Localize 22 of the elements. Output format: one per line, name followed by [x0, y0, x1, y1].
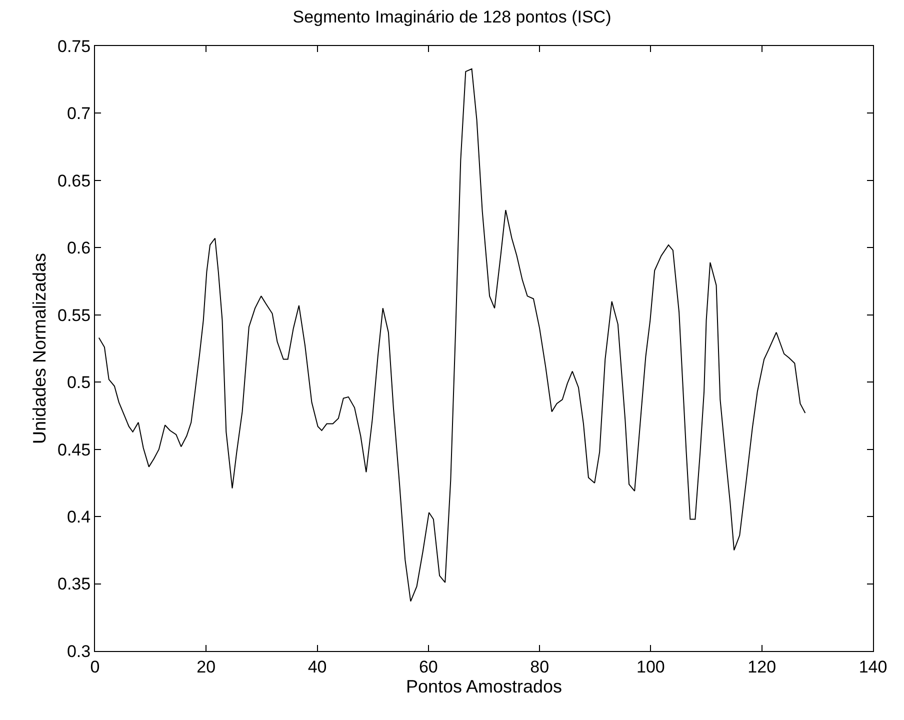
y-tick-label: 0.4	[66, 508, 91, 527]
x-tick-label: 80	[530, 657, 550, 676]
chart-title: Segmento Imaginário de 128 pontos (ISC)	[292, 8, 612, 27]
x-tick-label: 60	[418, 657, 438, 676]
x-tick-label: 40	[308, 657, 327, 676]
x-axis-title: Pontos Amostrados	[406, 676, 562, 696]
x-tick-label: 140	[858, 657, 888, 676]
x-tick-label: 20	[196, 657, 216, 676]
y-axis-title: Unidades Normalizadas	[30, 252, 50, 444]
y-tick-label: 0.5	[66, 373, 91, 392]
y-tick-label: 0.45	[58, 440, 91, 460]
x-tick-label: 0	[90, 657, 100, 676]
x-tick-label: 120	[748, 657, 776, 676]
y-tick-label: 0.6	[66, 238, 91, 258]
y-tick-label: 0.35	[58, 574, 91, 594]
y-tick-label: 0.75	[58, 36, 91, 56]
y-tick-label: 0.7	[66, 104, 91, 124]
y-tick-label: 0.65	[58, 171, 91, 190]
y-tick-label: 0.3	[66, 642, 91, 661]
y-tick-label: 0.55	[58, 306, 91, 325]
line-series	[98, 68, 806, 602]
x-tick-label: 100	[636, 657, 665, 676]
